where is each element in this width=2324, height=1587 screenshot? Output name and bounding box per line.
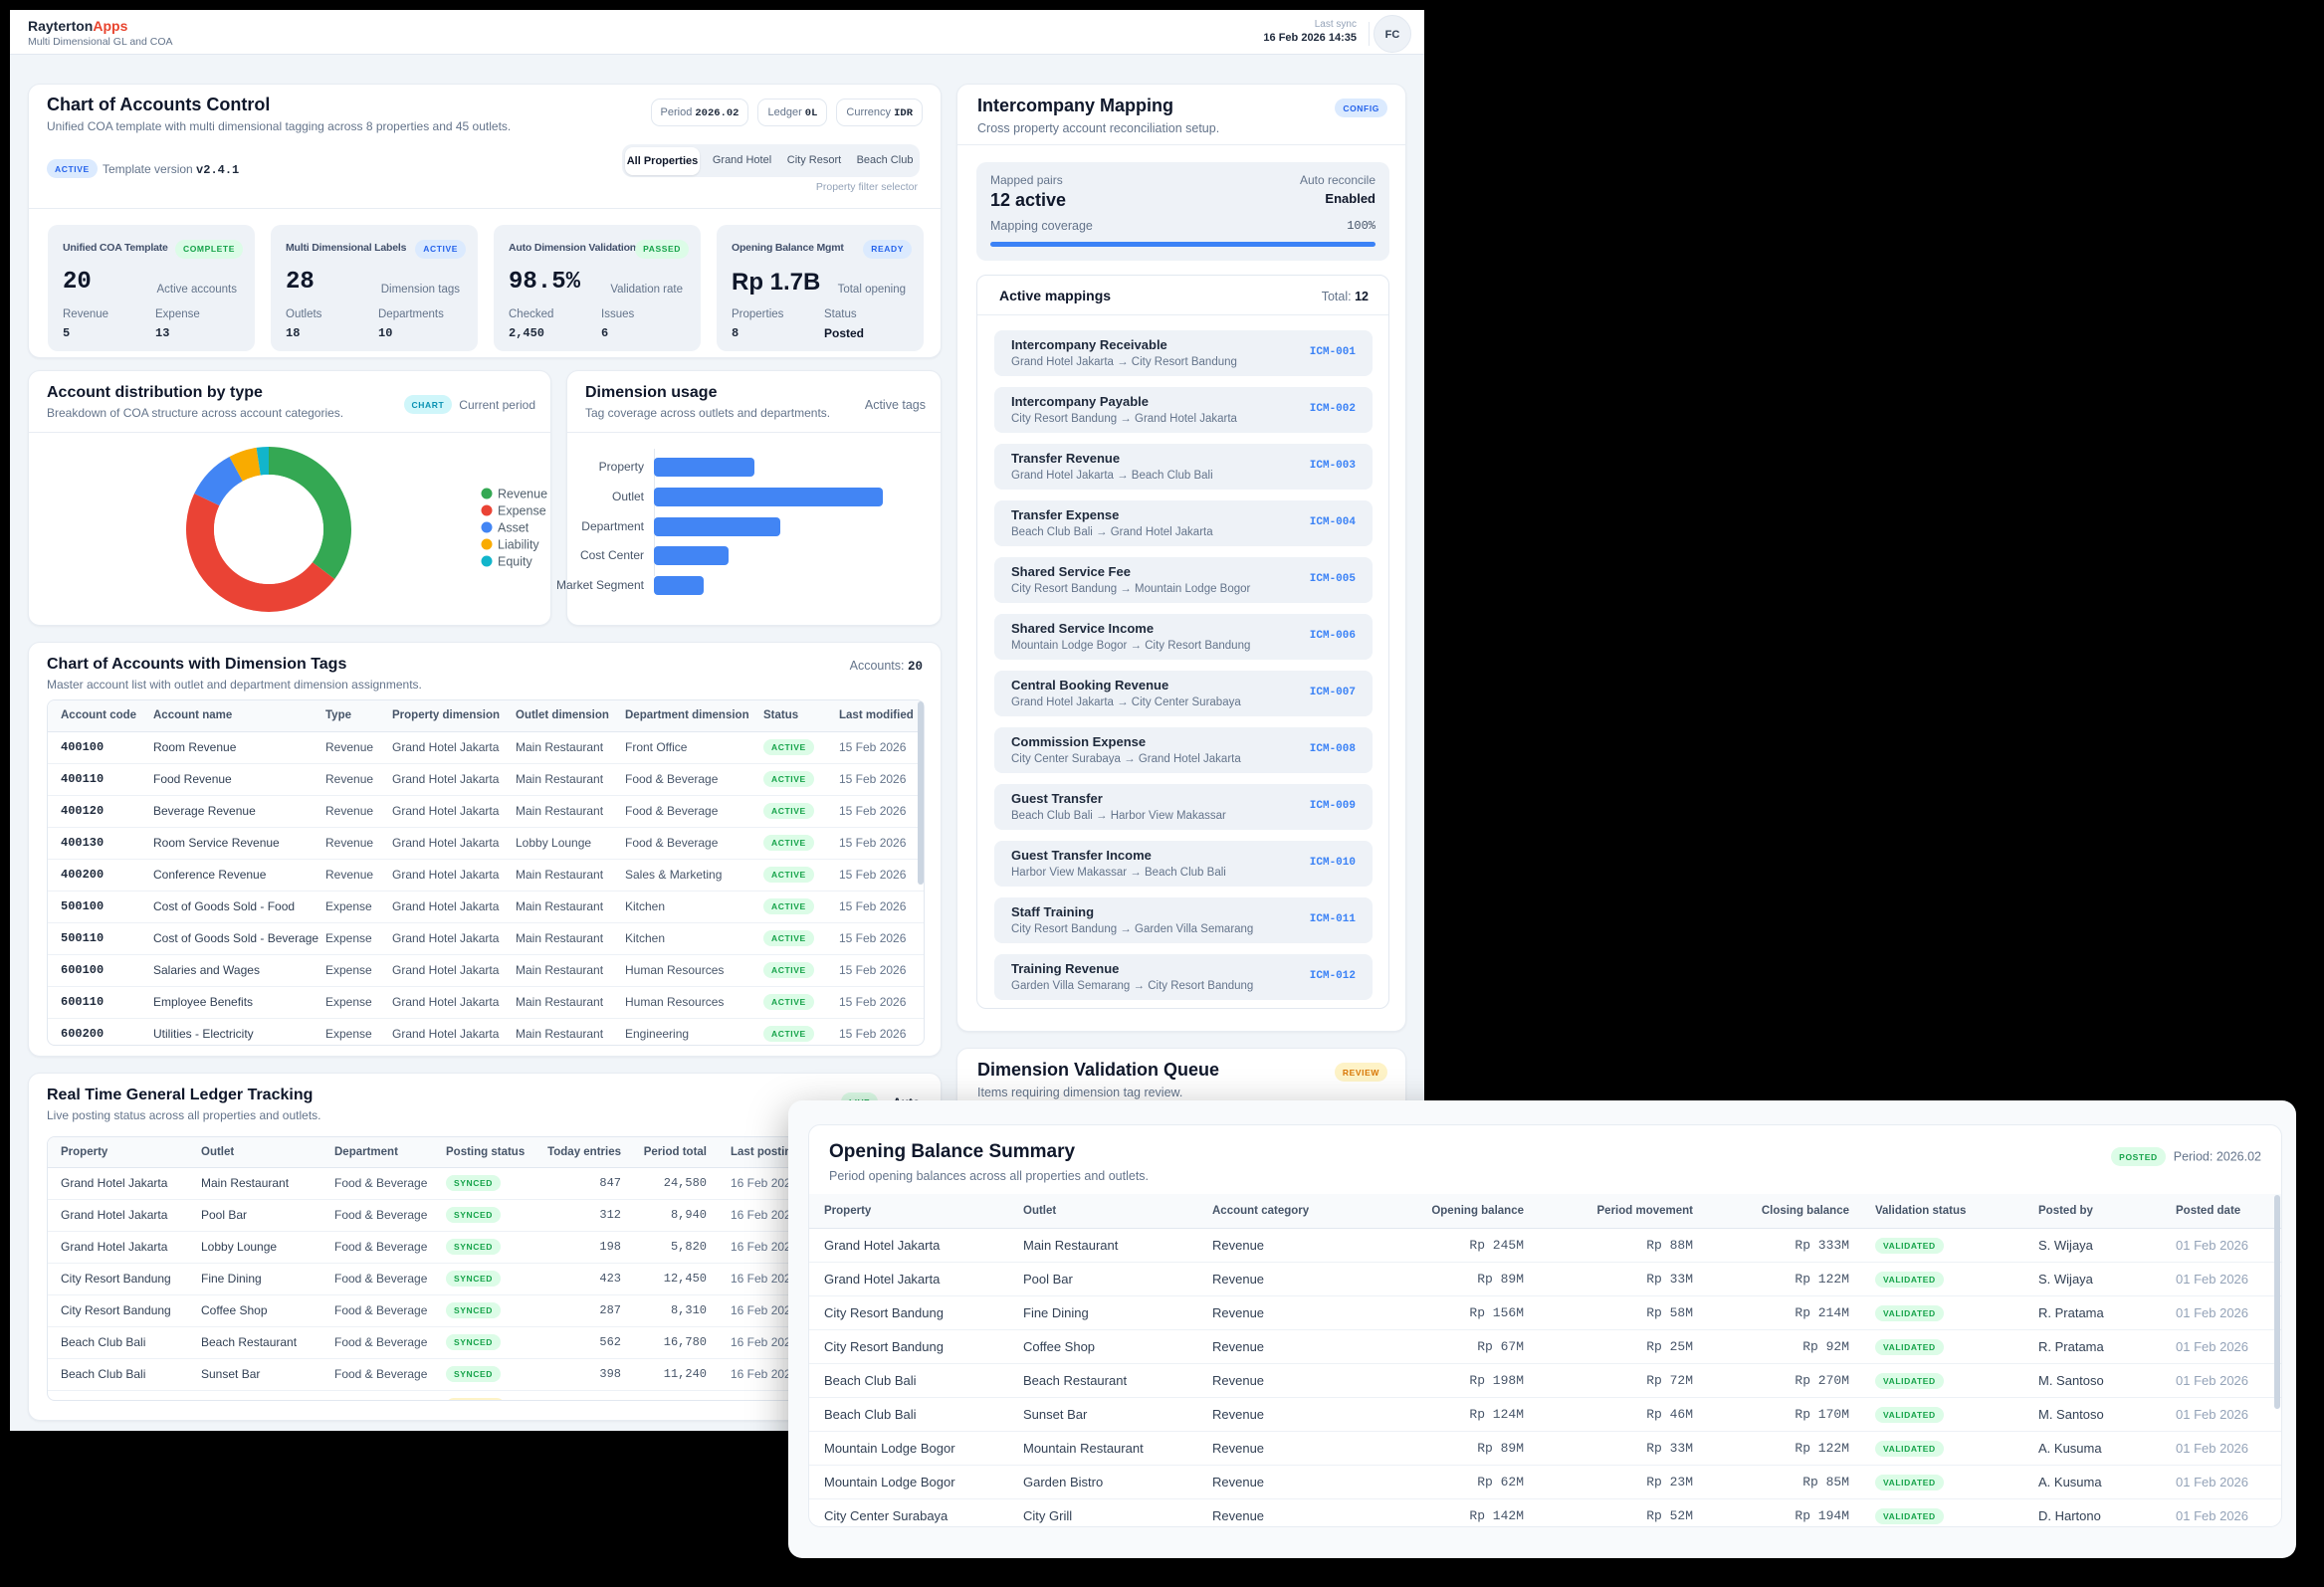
svg-text:Asset: Asset bbox=[498, 521, 529, 535]
svg-text:Liability: Liability bbox=[498, 538, 539, 552]
svg-text:Equity: Equity bbox=[498, 555, 532, 569]
svg-text:Expense: Expense bbox=[498, 504, 546, 518]
svg-text:Revenue: Revenue bbox=[498, 488, 547, 501]
